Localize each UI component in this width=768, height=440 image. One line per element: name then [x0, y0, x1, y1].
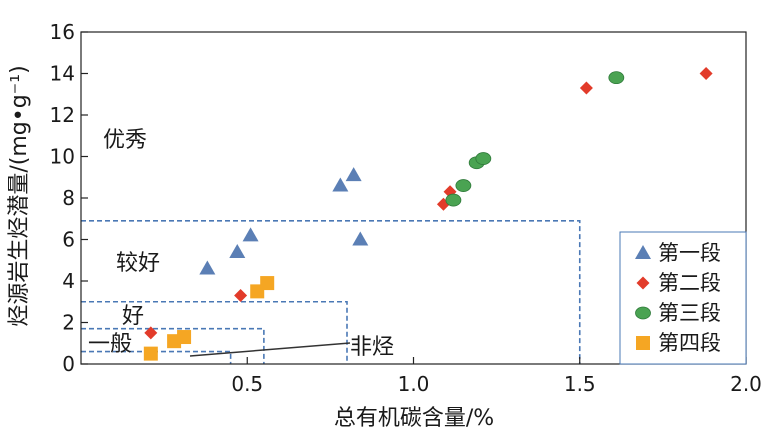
- legend: 第一段 第二段 第三段 第四段: [619, 231, 747, 365]
- point-series4-0: [143, 346, 158, 361]
- y-tick-label: 10: [50, 145, 75, 169]
- point-series3-4: [608, 71, 625, 85]
- legend-marker-series2: [636, 276, 650, 290]
- region-label-fair: 一般: [88, 332, 132, 357]
- point-series2-5: [699, 67, 713, 80]
- region-label-non-source: 非烃: [350, 335, 394, 360]
- legend-label-series2: 第二段: [658, 271, 721, 295]
- x-tick-label: 0.5: [231, 372, 263, 396]
- point-series1-1: [229, 243, 246, 258]
- y-tick-label: 2: [62, 311, 75, 335]
- point-series3-0: [445, 193, 462, 207]
- x-tick-label: 1.5: [564, 372, 596, 396]
- y-axis-title: 烃源岩生烃潜量/(mg•g⁻¹): [7, 65, 32, 326]
- region-boundary-2: [81, 327, 265, 364]
- data-points: [143, 67, 713, 361]
- x-tick-label: 2.0: [730, 372, 762, 396]
- point-series2-4: [579, 81, 593, 95]
- region-label-excellent: 优秀: [103, 128, 147, 153]
- axes: 0 2 4 6 8 10 12 14 16 0.5 1.0 1.5 2.0: [50, 20, 762, 396]
- y-tick-label: 0: [62, 352, 75, 376]
- region-boundary-3: [81, 350, 232, 364]
- x-tick-label: 1.0: [398, 372, 430, 396]
- region-boundary-0: [81, 220, 581, 364]
- point-series4-4: [260, 276, 275, 291]
- y-tick-label: 16: [50, 20, 75, 44]
- point-series1-0: [199, 260, 216, 275]
- y-tick-label: 8: [62, 186, 75, 210]
- y-tick-label: 4: [62, 269, 75, 293]
- y-tick-label: 12: [50, 103, 75, 127]
- region-labels: 优秀 较好 好 一般 非烃: [88, 128, 394, 360]
- point-series3-3: [475, 152, 492, 165]
- region-label-good-plus: 较好: [116, 251, 160, 276]
- point-series2-0: [144, 326, 158, 340]
- point-series2-1: [234, 289, 248, 303]
- point-series3-1: [455, 179, 472, 192]
- y-tick-label: 14: [50, 62, 75, 86]
- region-label-good: 好: [122, 304, 144, 329]
- legend-label-series4: 第四段: [658, 331, 721, 355]
- y-tick-label: 6: [62, 228, 75, 252]
- legend-label-series3: 第三段: [658, 301, 721, 325]
- point-series1-4: [345, 167, 362, 182]
- legend-marker-series4: [636, 336, 650, 350]
- legend-marker-series1: [635, 245, 651, 259]
- legend-label-series1: 第一段: [658, 241, 721, 265]
- point-series1-2: [242, 227, 259, 242]
- evaluation-regions: [81, 220, 581, 364]
- point-series1-5: [352, 231, 369, 246]
- point-series4-2: [177, 330, 192, 345]
- non-source-pointer-line: [189, 342, 351, 357]
- x-axis-title: 总有机碳含量/%: [334, 406, 494, 431]
- legend-marker-series3: [635, 306, 651, 320]
- point-series1-3: [332, 177, 349, 192]
